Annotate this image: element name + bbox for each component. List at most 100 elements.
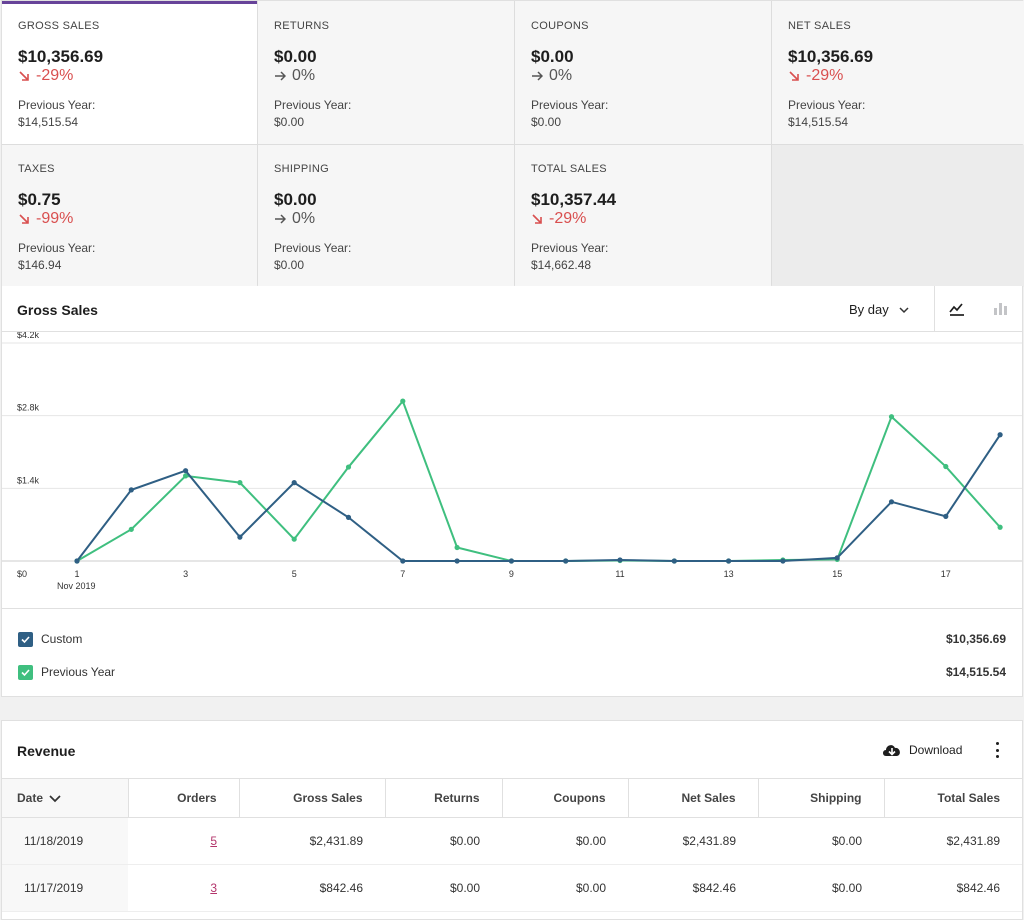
tile-prev-value: $14,662.48 — [531, 258, 592, 272]
data-point — [834, 555, 840, 561]
legend-item-previous-year[interactable]: Previous Year $14,515.54 — [18, 662, 1006, 682]
legend-label: Previous Year — [41, 665, 116, 679]
x-tick-label: 13 — [724, 569, 734, 579]
tile-value: $10,357.44 — [531, 190, 617, 209]
bar-chart-icon — [994, 303, 1008, 315]
x-tick-label: 9 — [509, 569, 514, 579]
tile-value: $10,356.69 — [18, 47, 104, 66]
tile-label: GROSS SALES — [18, 20, 100, 32]
summary-tile-returns[interactable]: RETURNS $0.00 0% Previous Year: $0.00 — [258, 1, 514, 144]
data-point — [888, 414, 895, 420]
data-point — [237, 534, 243, 540]
arrow-down-right-icon — [19, 71, 29, 81]
cell-net-sales: $2,431.89 — [628, 817, 758, 865]
legend-total: $10,356.69 — [945, 632, 1006, 646]
column-header-orders[interactable]: Orders — [128, 779, 240, 818]
data-point — [943, 463, 949, 470]
cell-coupons: $0.00 — [502, 864, 628, 912]
tile-label: TAXES — [18, 163, 55, 175]
tile-prev-value: $0.00 — [274, 115, 305, 129]
data-point — [128, 487, 134, 493]
data-point — [128, 526, 134, 532]
data-point — [345, 514, 352, 520]
download-button[interactable]: Download — [881, 741, 962, 759]
bar-chart-button[interactable] — [986, 295, 1014, 323]
x-axis-sublabel: Nov 2019 — [57, 581, 96, 591]
tile-label: RETURNS — [274, 20, 330, 32]
series-line — [76, 399, 1001, 562]
column-header-total-sales[interactable]: Total Sales — [884, 779, 1022, 818]
checkbox-checked-icon[interactable] — [18, 631, 33, 647]
cell-total-sales: $842.46 — [884, 864, 1022, 912]
tile-prev-label: Previous Year: — [531, 241, 609, 255]
tile-prev-label: Previous Year: — [531, 98, 609, 112]
tile-delta-value: -29% — [549, 210, 587, 227]
tile-delta: 0% — [274, 210, 315, 228]
tile-delta: 0% — [274, 67, 315, 85]
column-label: Date — [17, 790, 44, 805]
summary-numbers: GROSS SALES $10,356.69 -29% Previous Yea… — [1, 0, 1024, 287]
checkbox-checked-icon[interactable] — [18, 664, 33, 680]
cell-returns: $0.00 — [385, 864, 502, 912]
data-point — [508, 558, 514, 564]
summary-tile-shipping[interactable]: SHIPPING $0.00 0% Previous Year: $0.00 — [258, 145, 514, 287]
x-tick-label: 17 — [941, 569, 951, 579]
tile-delta: -29% — [531, 210, 586, 228]
cell-gross-sales: $842.46 — [239, 864, 385, 912]
download-label: Download — [909, 743, 963, 757]
y-tick-label: $0 — [17, 569, 27, 579]
tile-prev-value: $146.94 — [18, 258, 62, 272]
tile-prev-label: Previous Year: — [18, 98, 96, 112]
interval-select[interactable]: By day — [849, 302, 911, 317]
chevron-down-icon — [899, 306, 909, 313]
summary-tile-coupons[interactable]: COUPONS $0.00 0% Previous Year: $0.00 — [515, 1, 771, 144]
table-header-row: Date Orders Gross Sales Returns Coupons … — [2, 779, 1022, 818]
tile-value: $0.00 — [531, 47, 574, 66]
orders-link[interactable]: 5 — [210, 833, 217, 848]
data-point — [400, 398, 406, 404]
data-point — [400, 558, 406, 564]
line-chart-icon — [949, 303, 964, 316]
column-header-returns[interactable]: Returns — [385, 779, 503, 818]
tile-prev-value: $0.00 — [274, 258, 305, 272]
column-header-date[interactable]: Date — [2, 779, 129, 818]
data-point — [345, 464, 352, 470]
tile-prev-value: $0.00 — [531, 115, 562, 129]
summary-tile-net-sales[interactable]: NET SALES $10,356.69 -29% Previous Year:… — [772, 1, 1024, 144]
data-point — [183, 473, 189, 479]
arrow-right-icon — [275, 214, 286, 224]
cell-orders: 3 — [128, 864, 239, 912]
data-point — [943, 513, 949, 519]
arrow-down-right-icon — [19, 214, 29, 224]
tile-prev-label: Previous Year: — [274, 98, 352, 112]
tile-delta-value: -99% — [36, 210, 74, 227]
x-tick-label: 7 — [400, 569, 405, 579]
data-point — [617, 557, 623, 563]
summary-tile-taxes[interactable]: TAXES $0.75 -99% Previous Year: $146.94 — [2, 145, 257, 287]
column-header-gross-sales[interactable]: Gross Sales — [239, 779, 386, 818]
arrow-right-icon — [275, 71, 286, 81]
column-header-coupons[interactable]: Coupons — [502, 779, 629, 818]
tile-delta-value: 0% — [292, 210, 316, 227]
legend-item-custom[interactable]: Custom $10,356.69 — [18, 629, 1006, 649]
column-header-net-sales[interactable]: Net Sales — [628, 779, 759, 818]
tile-delta: 0% — [531, 67, 572, 85]
cell-orders: 5 — [128, 817, 239, 865]
column-header-shipping[interactable]: Shipping — [758, 779, 885, 818]
orders-link[interactable]: 3 — [210, 880, 217, 895]
more-options-icon[interactable] — [990, 740, 1004, 760]
tile-label: TOTAL SALES — [531, 163, 607, 175]
tile-prev-label: Previous Year: — [788, 98, 866, 112]
data-point — [671, 558, 677, 564]
data-point — [888, 499, 895, 505]
data-point — [74, 558, 80, 564]
x-tick-label: 15 — [832, 569, 842, 579]
tile-prev-label: Previous Year: — [18, 241, 96, 255]
summary-tile-total-sales[interactable]: TOTAL SALES $10,357.44 -29% Previous Yea… — [515, 145, 771, 287]
summary-tile-gross-sales[interactable]: GROSS SALES $10,356.69 -29% Previous Yea… — [2, 1, 257, 144]
line-chart-button[interactable] — [943, 295, 971, 323]
tile-prev-value: $14,515.54 — [788, 115, 849, 129]
data-point — [997, 524, 1003, 530]
data-point — [780, 558, 786, 564]
